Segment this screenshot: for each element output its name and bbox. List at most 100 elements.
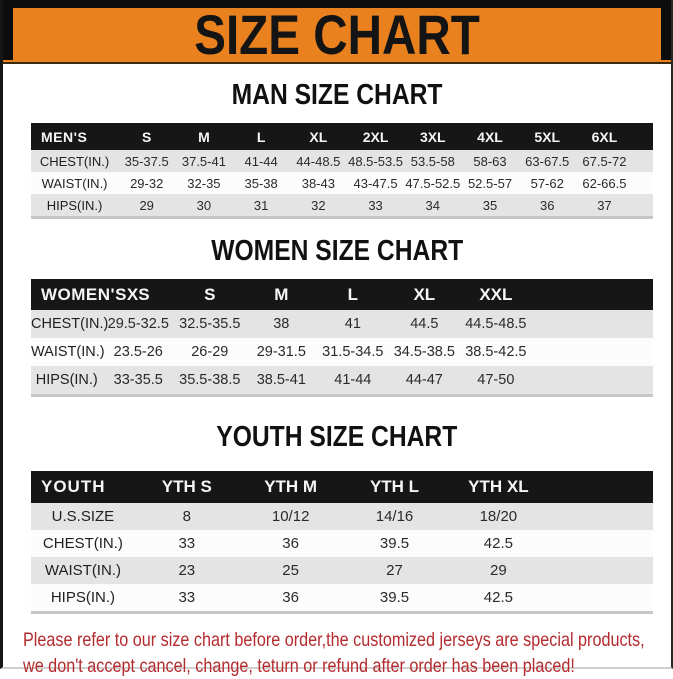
table-row: WAIST(IN.) 23.5-26 26-29 29-31.5 31.5-34.5 34… bbox=[31, 338, 653, 366]
measurement-value: 33 bbox=[178, 535, 196, 552]
table-row: HIPS(IN.) 33-35.5 35.5-38.5 38.5-41 41-44 44-… bbox=[31, 366, 653, 394]
size-column-header: L bbox=[347, 284, 359, 304]
table-corner-label: WOMEN'S bbox=[41, 284, 127, 304]
measurement-value: 47.5-52.5 bbox=[405, 175, 461, 191]
size-column-header: YTH S bbox=[161, 477, 212, 496]
measurement-value: 43-47.5 bbox=[353, 175, 398, 191]
measurement-value: 34.5-38.5 bbox=[393, 344, 455, 360]
table-row: CHEST(IN.) 29.5-32.5 32.5-35.5 38 41 44.5 44.5… bbox=[31, 310, 653, 338]
measurement-value: 29.5-32.5 bbox=[107, 316, 169, 332]
measurement-value: 41-44 bbox=[244, 153, 278, 169]
measurement-value: 57-62 bbox=[530, 175, 564, 191]
measurement-value: 8 bbox=[182, 508, 191, 525]
top-black-bar bbox=[3, 0, 671, 8]
size-column-header: S bbox=[204, 284, 216, 304]
top-left-corner-block bbox=[3, 8, 13, 60]
measurement-value: 34 bbox=[425, 197, 441, 213]
men-size-table: MEN'S S M L XL 2XL 3XL 4XL 5XL 6XL CHEST(IN.) 35-37… bbox=[31, 123, 653, 219]
measurement-value: 38 bbox=[273, 316, 290, 332]
measurement-value: 29 bbox=[139, 197, 154, 213]
measurement-value: 26-29 bbox=[191, 344, 229, 360]
measurement-value: 52.5-57 bbox=[467, 175, 513, 191]
measurement-value: 58-63 bbox=[473, 153, 507, 169]
size-column-header: L bbox=[256, 128, 266, 145]
measurement-value: 42.5 bbox=[483, 535, 513, 552]
measurement-value: 14/16 bbox=[375, 508, 414, 525]
measurement-value: 39.5 bbox=[379, 535, 410, 552]
measurement-value: 44-48.5 bbox=[296, 153, 341, 169]
table-corner-label: MEN'S bbox=[41, 128, 88, 145]
measurement-value: 29-31.5 bbox=[256, 344, 306, 360]
measurement-value: 36 bbox=[539, 197, 555, 213]
measurement-value: 10/12 bbox=[271, 508, 310, 525]
size-column-header: XS bbox=[126, 284, 150, 304]
row-label: WAIST(IN.) bbox=[44, 562, 121, 579]
size-column-header: XL bbox=[413, 284, 436, 304]
measurement-value: 37.5-41 bbox=[181, 153, 226, 169]
table-row: U.S.SIZE 8 10/12 14/16 18/20 bbox=[31, 503, 653, 530]
table-row: WAIST(IN.) 23 25 27 29 bbox=[31, 557, 653, 584]
measurement-value: 44.5 bbox=[410, 316, 439, 332]
page-title: SIZE CHART bbox=[194, 3, 480, 66]
measurement-value: 23.5-26 bbox=[113, 344, 163, 360]
measurement-value: 62-66.5 bbox=[582, 175, 627, 191]
size-column-header: XL bbox=[309, 128, 328, 145]
size-column-header: M bbox=[274, 284, 289, 304]
size-column-header: YTH L bbox=[369, 477, 420, 496]
measurement-value: 29-32 bbox=[130, 175, 164, 191]
table-row: HIPS(IN.) 29 30 31 32 33 34 35 36 37 bbox=[31, 194, 653, 216]
disclaimer-line-1: Please refer to our size chart before or… bbox=[23, 629, 645, 651]
row-label: CHEST(IN.) bbox=[39, 153, 110, 169]
measurement-value: 30 bbox=[196, 197, 212, 213]
measurement-value: 31 bbox=[253, 197, 269, 213]
top-right-corner-block bbox=[661, 8, 671, 60]
measurement-value: 33 bbox=[178, 589, 196, 606]
row-label: WAIST(IN.) bbox=[31, 344, 105, 360]
measurement-value: 32-35 bbox=[187, 175, 221, 191]
measurement-value: 44.5-48.5 bbox=[465, 316, 527, 332]
measurement-value: 41-44 bbox=[334, 372, 372, 388]
row-label: CHEST(IN.) bbox=[42, 535, 123, 552]
measurement-value: 48.5-53.5 bbox=[348, 153, 404, 169]
measurement-value: 41 bbox=[344, 316, 361, 332]
table-header-row: MEN'S S M L XL 2XL 3XL 4XL 5XL 6XL bbox=[31, 123, 653, 150]
row-label: HIPS(IN.) bbox=[35, 372, 98, 388]
measurement-value: 36 bbox=[282, 589, 299, 606]
women-section-heading: WOMEN SIZE CHART bbox=[211, 235, 463, 267]
women-size-table: WOMEN'S XS S M L XL XXL CHEST(IN.) 29.5-32.5 32.5… bbox=[31, 279, 653, 397]
row-label: CHEST(IN.) bbox=[31, 316, 109, 332]
measurement-value: 35.5-38.5 bbox=[179, 372, 241, 388]
table-header-row: WOMEN'S XS S M L XL XXL bbox=[31, 279, 653, 310]
row-label: WAIST(IN.) bbox=[41, 175, 108, 191]
youth-section-heading: YOUTH SIZE CHART bbox=[216, 421, 458, 453]
order-disclaimer: Please refer to our size chart before or… bbox=[23, 627, 671, 679]
table-row: CHEST(IN.) 35-37.5 37.5-41 41-44 44-48.5 48.5… bbox=[31, 150, 653, 172]
measurement-value: 27 bbox=[386, 562, 403, 579]
table-header-row: YOUTH YTH S YTH M YTH L YTH XL bbox=[31, 471, 653, 503]
measurement-value: 67.5-72 bbox=[582, 153, 627, 169]
measurement-value: 53.5-58 bbox=[410, 153, 455, 169]
size-column-header: 6XL bbox=[591, 128, 618, 145]
table-row: CHEST(IN.) 33 36 39.5 42.5 bbox=[31, 530, 653, 557]
size-column-header: M bbox=[198, 128, 210, 145]
measurement-value: 35 bbox=[482, 197, 498, 213]
measurement-value: 63-67.5 bbox=[525, 153, 570, 169]
size-column-header: S bbox=[142, 128, 152, 145]
measurement-value: 18/20 bbox=[479, 508, 518, 525]
size-column-header: 5XL bbox=[534, 128, 561, 145]
measurement-value: 38.5-41 bbox=[256, 372, 306, 388]
youth-size-table: YOUTH YTH S YTH M YTH L YTH XL U.S.SIZE 8 10/12… bbox=[31, 471, 653, 614]
man-section-heading: MAN SIZE CHART bbox=[231, 79, 443, 111]
size-column-header: YTH M bbox=[264, 477, 318, 496]
measurement-value: 29 bbox=[490, 562, 507, 579]
measurement-value: 39.5 bbox=[379, 589, 410, 606]
measurement-value: 35-38 bbox=[244, 175, 278, 191]
measurement-value: 38.5-42.5 bbox=[465, 344, 527, 360]
size-column-header: 2XL bbox=[362, 128, 389, 145]
measurement-value: 47-50 bbox=[477, 372, 515, 388]
measurement-value: 33-35.5 bbox=[113, 372, 163, 388]
table-row: WAIST(IN.) 29-32 32-35 35-38 38-43 43-47.5 47.… bbox=[31, 172, 653, 194]
row-label: U.S.SIZE bbox=[51, 508, 115, 525]
measurement-value: 32 bbox=[311, 197, 326, 213]
